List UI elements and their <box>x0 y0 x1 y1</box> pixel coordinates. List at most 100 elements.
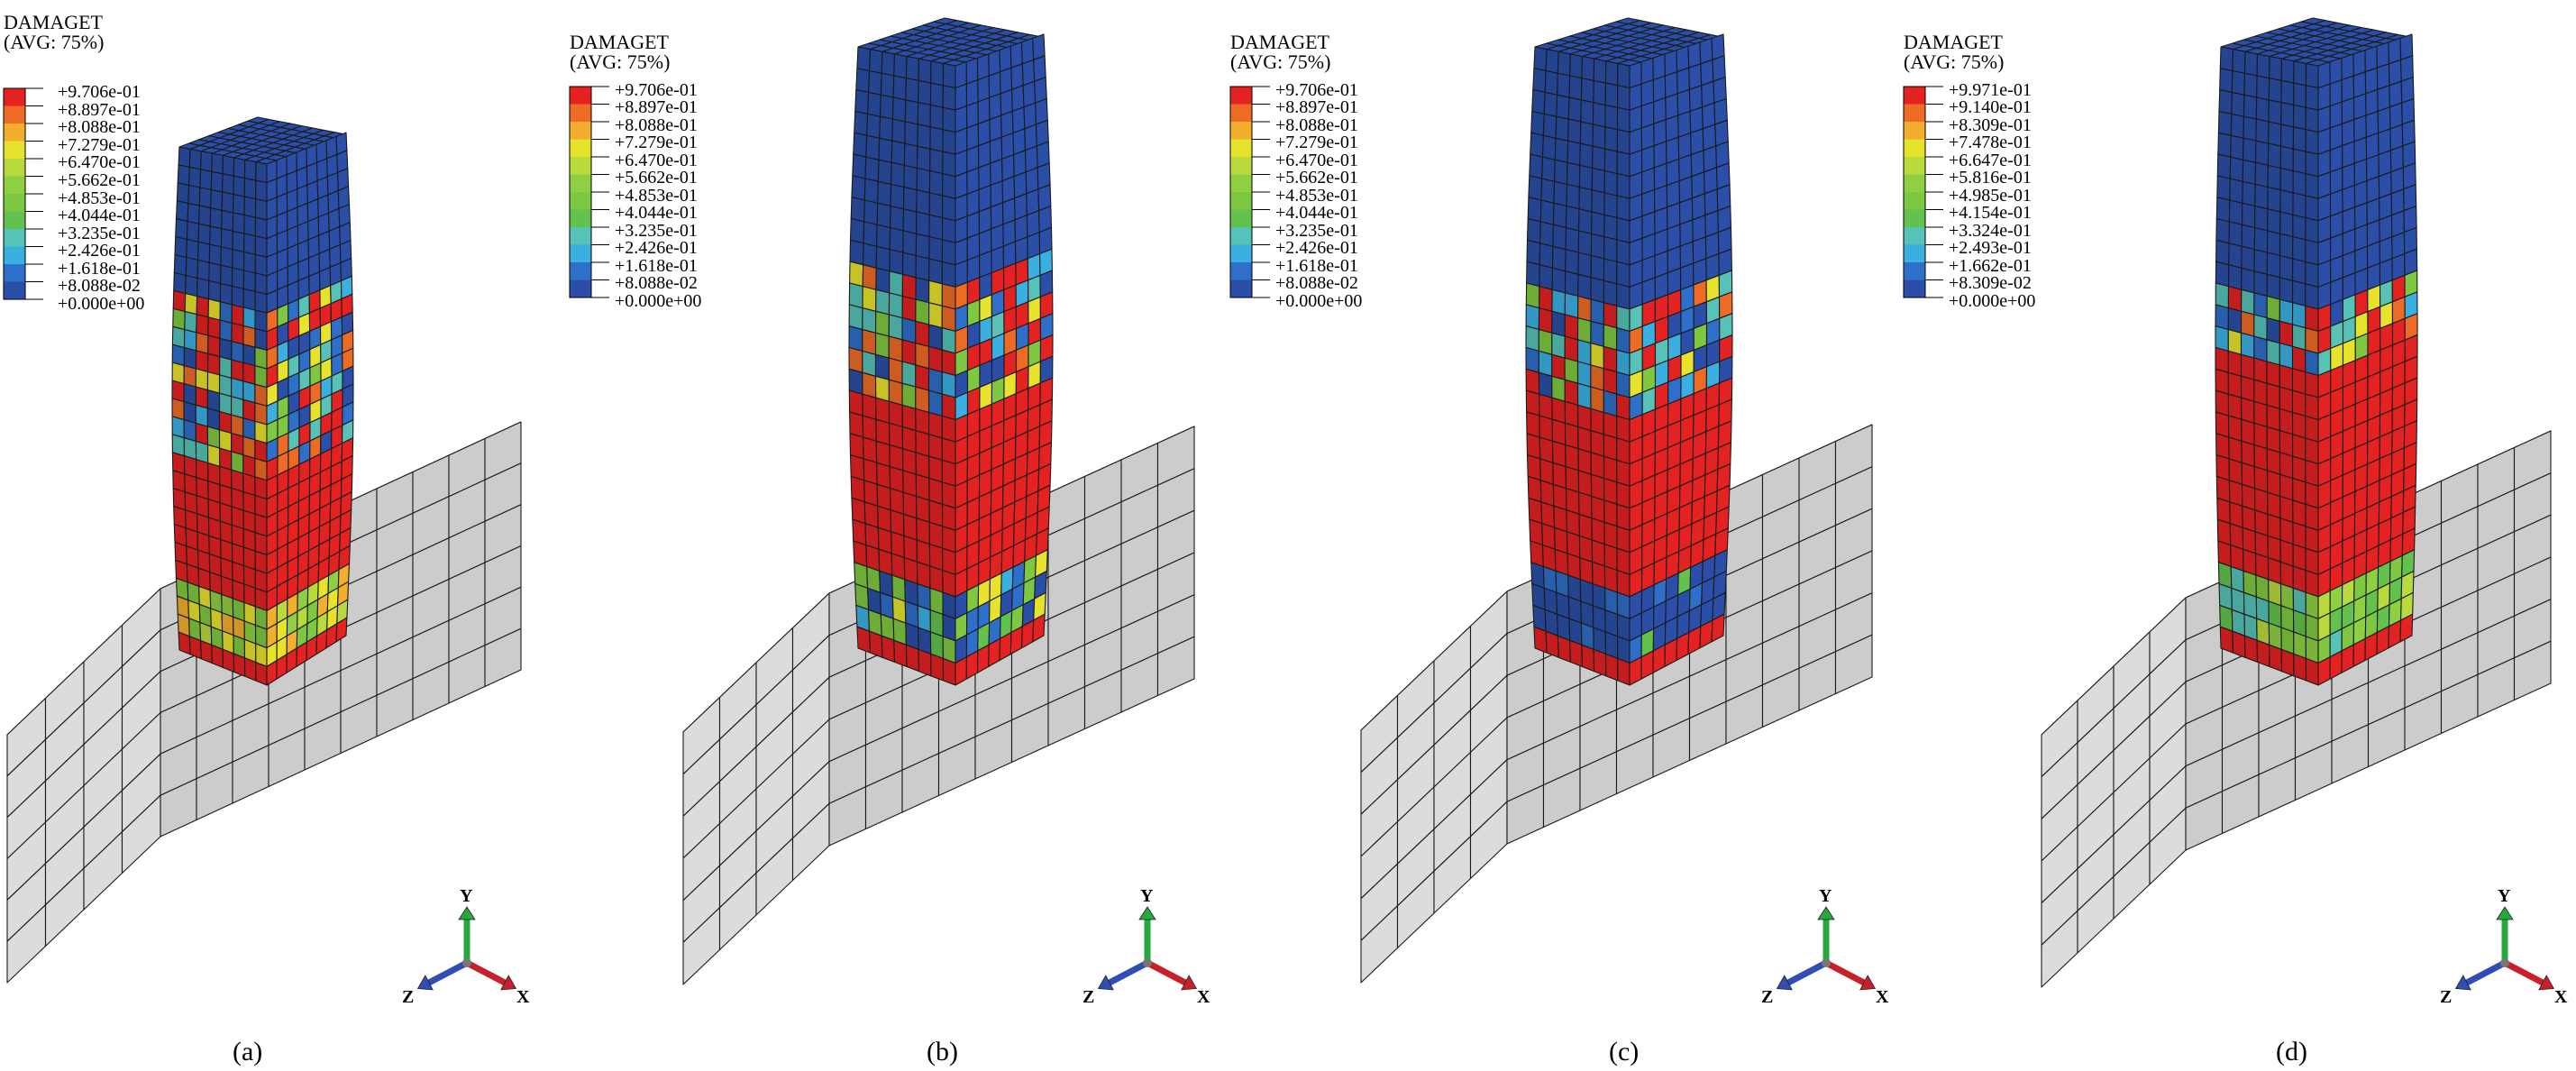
column-left-cell <box>941 327 956 354</box>
column-left-cell <box>2292 104 2307 131</box>
column-left-cell <box>2255 118 2270 144</box>
column-left-cell <box>2243 50 2259 77</box>
column-left-cell <box>855 68 871 93</box>
column-left-cell <box>171 325 186 349</box>
column-left-cell <box>862 286 877 312</box>
legend-b: DAMAGET (AVG: 75%) +9.706e-01 +8.897e-01… <box>569 31 701 311</box>
legend-value: +8.897e-01 <box>58 100 141 120</box>
axis-triad-c: Y Z X <box>1761 886 1889 1007</box>
column-right-cell <box>1032 613 1046 643</box>
column-left-cell <box>2266 273 2281 300</box>
legend-swatch <box>570 104 591 122</box>
column-left-cell <box>175 200 189 222</box>
legend-swatch <box>1904 87 1925 105</box>
legend-value: +4.044e-01 <box>1275 203 1358 223</box>
column-left-cell <box>207 298 221 321</box>
column-left-cell <box>1539 286 1553 312</box>
column-left-cell <box>1577 252 1592 279</box>
column-left-cell <box>888 335 903 362</box>
column-left-cell <box>893 639 908 668</box>
column-left-cell <box>2241 397 2255 424</box>
column-left-cell <box>1551 353 1566 380</box>
column-left-cell <box>2241 202 2256 229</box>
legend-colorbar <box>3 87 43 300</box>
legend-swatch <box>1904 157 1925 175</box>
legend-title: DAMAGET <box>570 31 670 53</box>
axis-label-y: Y <box>1819 886 1832 906</box>
column-left-cell <box>254 309 268 333</box>
column-left-cell <box>927 345 943 373</box>
column-left-cell <box>1539 243 1554 269</box>
legend-swatch <box>1904 122 1925 140</box>
legend-swatch <box>570 262 591 280</box>
column-left-cell <box>2305 261 2319 288</box>
column-left-cell <box>1576 339 1592 366</box>
column-left-cell <box>942 129 956 155</box>
legend-swatch <box>4 141 25 159</box>
column-left-cell <box>232 212 245 234</box>
column-left-cell <box>2253 292 2268 319</box>
legend-swatch <box>570 157 591 175</box>
column-left-cell <box>1616 283 1631 310</box>
column-left-cell <box>1616 415 1631 443</box>
column-left-cell <box>2254 183 2269 210</box>
column-left-cell <box>243 233 256 255</box>
column-left-cell <box>875 418 891 446</box>
column-left-cell <box>2279 386 2294 414</box>
column-right-cell <box>1711 613 1725 643</box>
base-side-cell <box>484 627 522 688</box>
column-left-cell <box>1592 102 1606 128</box>
legend-subtitle: (AVG: 75%) <box>1230 50 1330 73</box>
column-left-cell <box>233 653 246 677</box>
column-left-cell <box>2241 267 2255 294</box>
column-left-cell <box>1617 85 1631 111</box>
column-left-cell <box>172 307 186 331</box>
column-left-cell <box>1603 258 1618 285</box>
z-axis-arrow-head <box>2454 975 2471 991</box>
axis-label-x: X <box>1876 987 1889 1007</box>
column-left-cell <box>929 82 944 108</box>
column-left-cell <box>254 346 268 370</box>
column-left-cell <box>1616 173 1631 199</box>
column-left-cell <box>868 630 883 658</box>
triad-origin <box>1822 958 1831 967</box>
column-left-cell <box>1567 118 1582 144</box>
column-left-cell <box>941 349 956 377</box>
column-left-cell <box>2266 426 2281 453</box>
column-left-cell <box>1526 239 1541 266</box>
column-left-cell <box>242 307 256 330</box>
column-left-cell <box>242 270 256 293</box>
legend-swatch <box>1904 227 1925 245</box>
column-left-cell <box>2216 153 2232 179</box>
column-left-cell <box>901 317 917 344</box>
column-left-cell <box>1551 267 1567 294</box>
column-left-cell <box>2253 335 2268 362</box>
column-left-cell <box>254 328 268 351</box>
column-left-cell <box>2292 214 2307 241</box>
column-left-cell <box>1603 192 1618 219</box>
column-right-cell <box>2399 613 2414 643</box>
column-left-cell <box>1531 89 1546 114</box>
column-left-cell <box>941 437 956 465</box>
column-left-cell <box>1538 371 1553 398</box>
column-left-cell <box>200 151 213 172</box>
column-left-cell <box>2305 327 2319 354</box>
column-left-cell <box>1540 178 1556 204</box>
column-left-cell <box>254 198 268 221</box>
column-left-cell <box>233 194 245 216</box>
column-left-cell <box>889 227 904 253</box>
column-left-cell <box>200 640 213 664</box>
column-left-cell <box>2280 648 2295 677</box>
column-left-cell <box>2305 349 2319 377</box>
column-left-cell <box>198 205 212 227</box>
column-left-cell <box>928 214 944 241</box>
legend-swatch <box>1230 192 1252 210</box>
column-left-cell <box>1557 50 1571 77</box>
column-left-cell <box>219 301 233 324</box>
column-left-cell <box>902 187 918 213</box>
column-left-cell <box>231 359 244 382</box>
legend-value: +4.853e-01 <box>1275 186 1358 206</box>
legend-swatch <box>4 264 25 282</box>
legend-swatch <box>1230 139 1252 157</box>
